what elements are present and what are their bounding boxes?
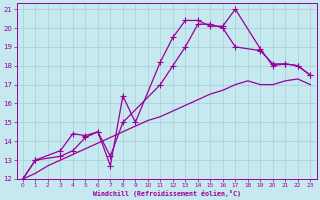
X-axis label: Windchill (Refroidissement éolien,°C): Windchill (Refroidissement éolien,°C) xyxy=(92,190,241,197)
